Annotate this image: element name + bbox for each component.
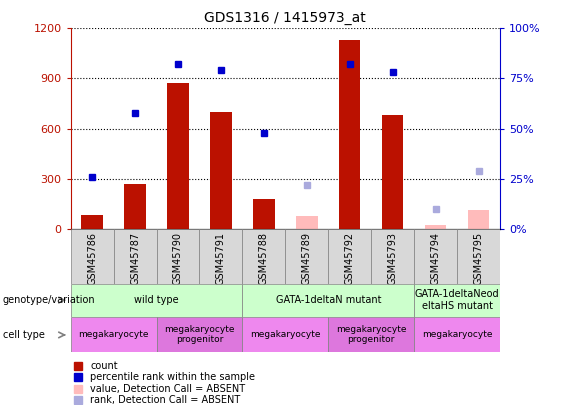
Bar (414, 229, 457, 284)
Bar (71, 284, 242, 317)
Bar (157, 317, 242, 352)
Bar (414, 317, 500, 352)
Text: cell type: cell type (3, 330, 45, 340)
Bar (468, 210, 489, 229)
Bar (425, 225, 446, 229)
Text: GSM45789: GSM45789 (302, 232, 312, 285)
Bar (242, 284, 414, 317)
Text: GSM45791: GSM45791 (216, 232, 226, 285)
Text: GATA-1deltaNeod
eltaHS mutant: GATA-1deltaNeod eltaHS mutant (415, 289, 499, 311)
Text: megakaryocyte: megakaryocyte (250, 330, 320, 339)
Text: GSM45790: GSM45790 (173, 232, 183, 285)
Bar (285, 229, 328, 284)
Text: GSM45792: GSM45792 (345, 232, 355, 285)
Text: genotype/variation: genotype/variation (3, 295, 95, 305)
Text: GSM45793: GSM45793 (388, 232, 398, 285)
Bar (242, 229, 285, 284)
Bar (114, 229, 157, 284)
Bar (242, 317, 328, 352)
Text: GSM45794: GSM45794 (431, 232, 441, 285)
Bar (253, 199, 275, 229)
Text: GSM45786: GSM45786 (87, 232, 97, 285)
Bar (124, 184, 146, 229)
Bar (71, 317, 157, 352)
Bar (157, 229, 199, 284)
Bar (71, 229, 114, 284)
Text: GSM45787: GSM45787 (130, 232, 140, 285)
Title: GDS1316 / 1415973_at: GDS1316 / 1415973_at (205, 11, 366, 25)
Bar (167, 83, 189, 229)
Text: wild type: wild type (134, 295, 179, 305)
Text: megakaryocyte: megakaryocyte (422, 330, 492, 339)
Bar (457, 229, 500, 284)
Bar (328, 229, 371, 284)
Bar (328, 317, 414, 352)
Bar (414, 284, 500, 317)
Bar (339, 40, 360, 229)
Text: megakaryocyte: megakaryocyte (79, 330, 149, 339)
Text: GSM45795: GSM45795 (473, 232, 484, 285)
Bar (382, 115, 403, 229)
Text: value, Detection Call = ABSENT: value, Detection Call = ABSENT (90, 384, 245, 394)
Bar (210, 112, 232, 229)
Text: count: count (90, 360, 118, 371)
Text: megakaryocyte
progenitor: megakaryocyte progenitor (164, 325, 234, 344)
Bar (81, 215, 103, 229)
Text: GSM45788: GSM45788 (259, 232, 269, 285)
Bar (296, 216, 318, 229)
Bar (199, 229, 242, 284)
Text: megakaryocyte
progenitor: megakaryocyte progenitor (336, 325, 406, 344)
Bar (371, 229, 414, 284)
Text: GATA-1deltaN mutant: GATA-1deltaN mutant (276, 295, 381, 305)
Text: percentile rank within the sample: percentile rank within the sample (90, 372, 255, 382)
Text: rank, Detection Call = ABSENT: rank, Detection Call = ABSENT (90, 395, 241, 405)
